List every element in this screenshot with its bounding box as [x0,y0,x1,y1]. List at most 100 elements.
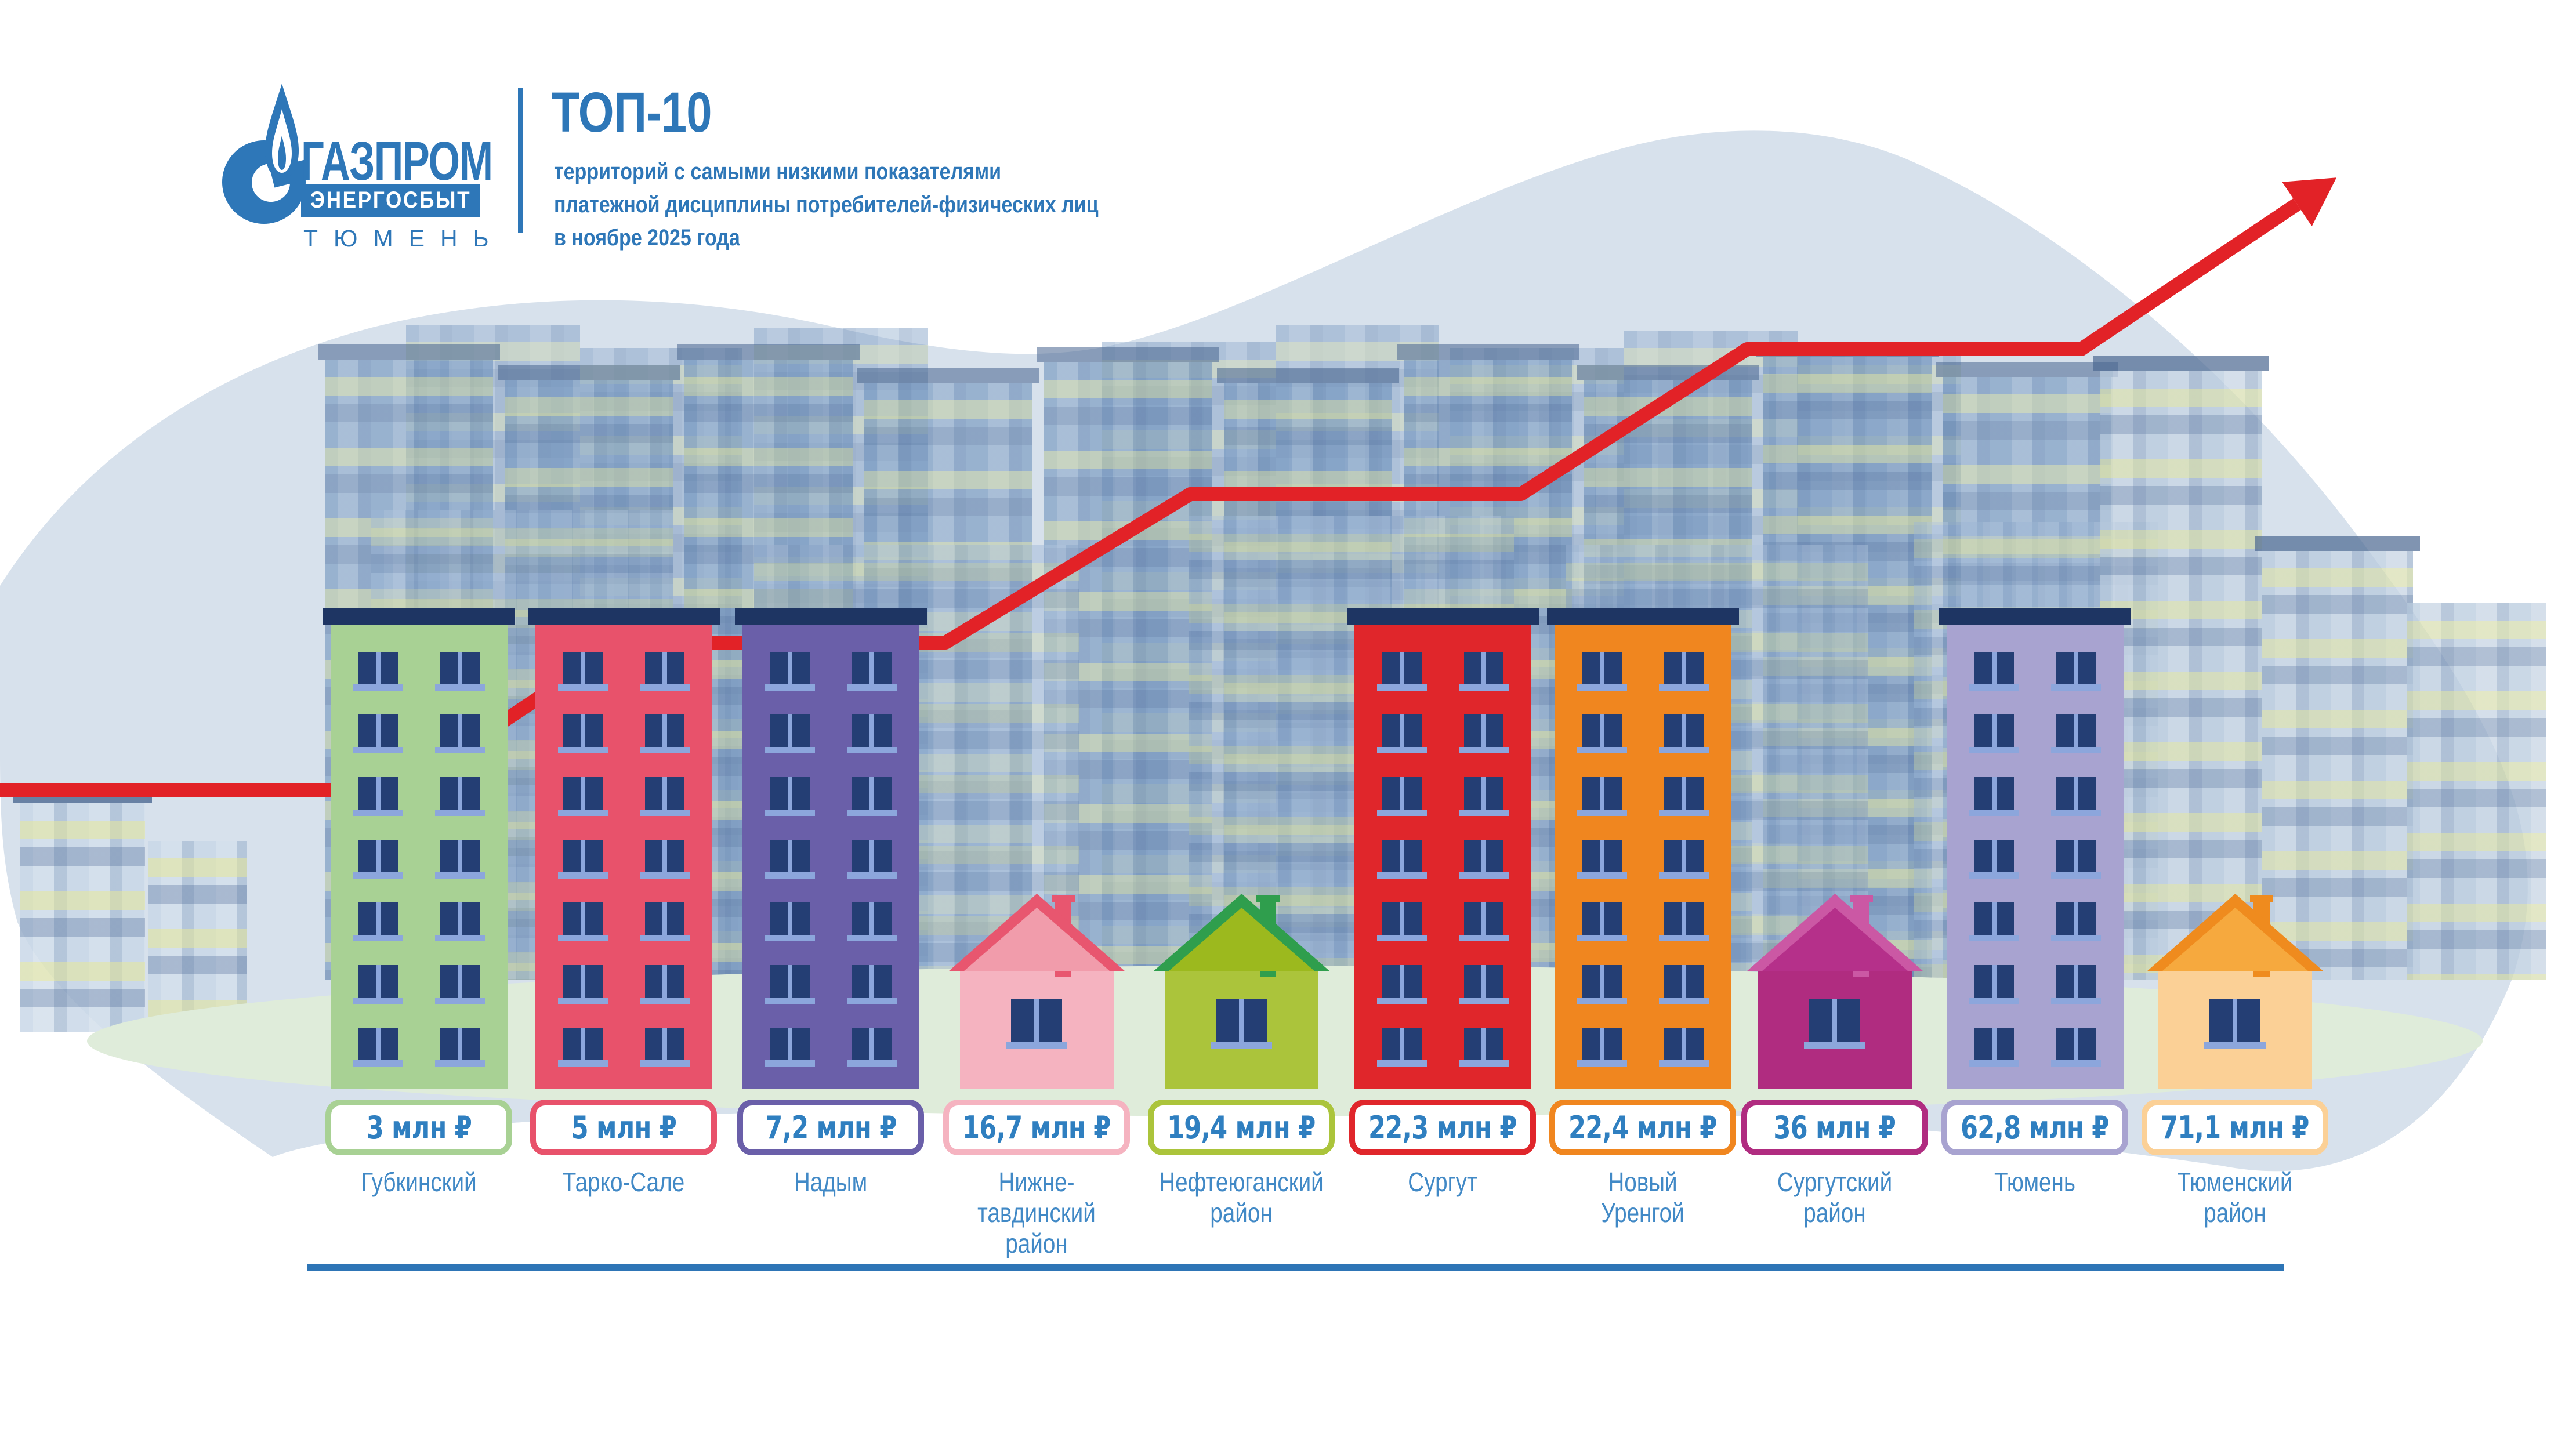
window [434,840,485,879]
label-line: Губкинский [361,1167,477,1197]
building-novy-urengoy [1546,608,1739,1089]
badge-value-text: 22,3 млн ₽ [1368,1109,1517,1146]
window [1969,902,2019,941]
window [1577,902,1627,941]
window [434,902,485,941]
window [557,840,608,879]
window [846,777,897,816]
window [2050,714,2101,753]
window [434,965,485,1004]
territory-label-surgutskiy-rayon: Сургутский район [1745,1167,1925,1228]
logo-division-box: ЭНЕРГОСБЫТ [301,184,480,217]
window [1458,1028,1509,1067]
house-roof [1746,894,1923,971]
window [434,652,485,691]
window [1658,714,1709,753]
window [353,777,403,816]
label-line: Тарко-Сале [562,1167,685,1197]
trend-arrowhead [2282,177,2337,227]
roof-slab [527,608,720,625]
badge-value-text: 7,2 млн ₽ [765,1109,897,1146]
badge-value-text: 5 млн ₽ [571,1109,676,1146]
window [353,714,403,753]
logo-brand-text: ГАЗПРОМ [301,130,493,192]
window [846,965,897,1004]
value-badge-tarko-sale: 5 млн ₽ [530,1100,717,1155]
badge-value-text: 36 млн ₽ [1773,1109,1896,1146]
territory-label-tyumenskiy-rayon: Тюменский район [2145,1167,2325,1228]
background-building [2255,536,2420,980]
building-tyumen [1939,608,2131,1089]
badge-value-text: 62,8 млн ₽ [1961,1109,2109,1146]
badge-value-text: 19,4 млн ₽ [1167,1109,1316,1146]
value-badge-gubkinskiy: 3 млн ₽ [325,1100,512,1155]
value-badge-surgutskiy-rayon: 36 млн ₽ [1741,1100,1928,1155]
label-line: тавдинский [977,1198,1096,1228]
territory-label-nizhnetavdinskiy-rayon: Нижне-тавдинский район [947,1167,1127,1259]
window [1969,965,2019,1004]
building-surgutskiy-rayon [1746,894,1923,1089]
window [1458,902,1509,941]
house-roof [1153,894,1330,971]
window [434,1028,485,1067]
value-badge-novy-urengoy: 22,4 млн ₽ [1549,1100,1736,1155]
value-badge-tyumen: 62,8 млн ₽ [1941,1100,2128,1155]
territory-label-surgut: Сургут [1353,1167,1533,1198]
window [353,840,403,879]
label-line: Нижне- [998,1167,1075,1197]
window [557,902,608,941]
window [2050,840,2101,879]
value-badge-nizhnetavdinskiy-rayon: 16,7 млн ₽ [943,1100,1130,1155]
window [1376,840,1427,879]
window [1376,714,1427,753]
window [1804,999,1865,1049]
value-badge-tyumenskiy-rayon: 71,1 млн ₽ [2142,1100,2328,1155]
window [846,714,897,753]
window [639,714,690,753]
value-badge-surgut: 22,3 млн ₽ [1349,1100,1536,1155]
window [557,652,608,691]
window [1376,965,1427,1004]
territory-label-nadym: Надым [741,1167,921,1198]
window [1969,1028,2019,1067]
window [1458,965,1509,1004]
window [639,965,690,1004]
window [765,777,815,816]
window [557,777,608,816]
subtitle-line: платежной дисциплины потребителей-физиче… [554,192,1099,217]
window [846,840,897,879]
roof-slab [1346,608,1539,625]
label-line: район [1210,1198,1273,1228]
window [1969,652,2019,691]
territory-label-novy-urengoy: Новый Уренгой [1553,1167,1733,1228]
territory-label-tyumen: Тюмень [1945,1167,2125,1198]
territory-label-gubkinskiy: Губкинский [329,1167,509,1198]
value-badge-nefteyuganskiy-rayon: 19,4 млн ₽ [1148,1100,1335,1155]
window [1458,777,1509,816]
window [1577,652,1627,691]
window [2050,965,2101,1004]
logo-division-text: ЭНЕРГОСБЫТ [310,187,472,213]
window [1577,714,1627,753]
building-surgut [1346,608,1539,1089]
window [1658,965,1709,1004]
window [557,1028,608,1067]
window [639,1028,690,1067]
background-building [1756,342,1939,980]
background-building [2407,603,2546,980]
window [2204,999,2266,1049]
label-line: Сургут [1408,1167,1477,1197]
window [765,840,815,879]
label-line: Тюмень [1994,1167,2075,1197]
window [1969,840,2019,879]
window [639,902,690,941]
window [1458,714,1509,753]
building-nefteyuganskiy-rayon [1153,894,1330,1089]
building-gubkinskiy [323,608,515,1089]
window [1211,999,1272,1049]
territory-label-tarko-sale: Тарко-Сале [534,1167,714,1198]
window [1458,840,1509,879]
window [557,714,608,753]
window [353,652,403,691]
